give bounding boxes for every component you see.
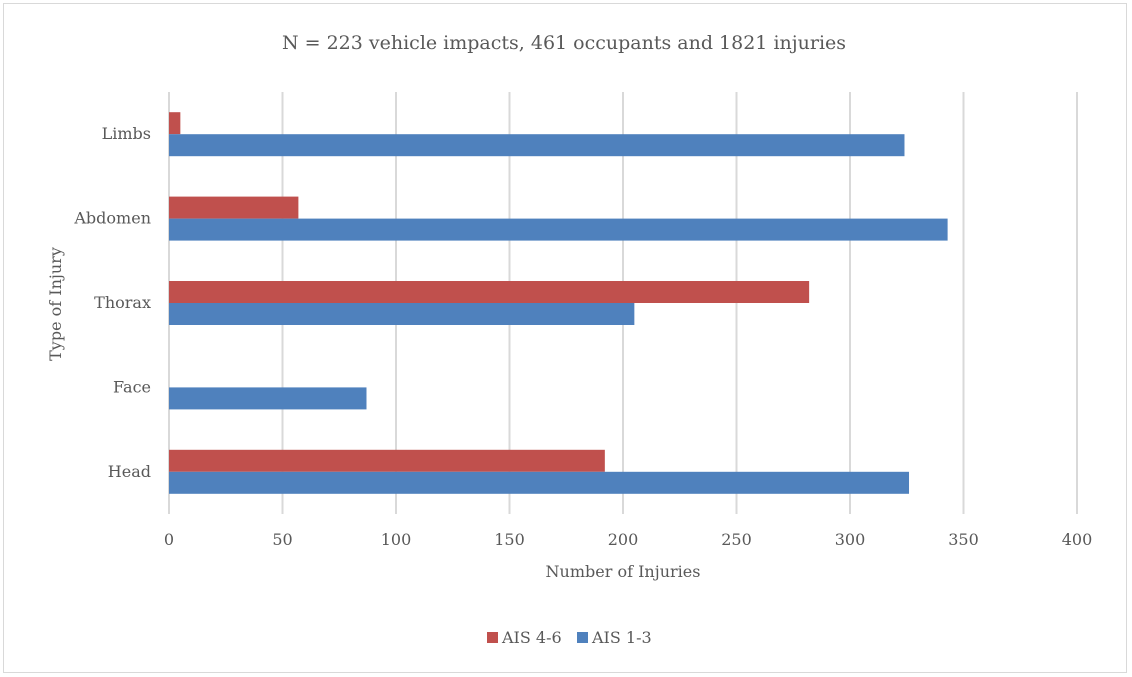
x-tick-label: 200 [608, 530, 639, 549]
x-tick-label: 0 [164, 530, 174, 549]
y-tick-label: Thorax [94, 293, 151, 312]
chart-title: N = 223 vehicle impacts, 461 occupants a… [282, 32, 846, 54]
x-tick-labels: 0 50 100 150 200 250 300 350 400 [164, 530, 1092, 549]
bar-ais-4-6 [169, 112, 181, 135]
y-tick-label: Head [108, 462, 151, 481]
bars [169, 112, 948, 494]
bar-ais-1-3 [169, 218, 948, 241]
y-tick-label: Face [113, 377, 151, 396]
y-tick-label: Limbs [102, 124, 151, 143]
legend-swatch [577, 632, 588, 643]
x-tick-label: 50 [272, 530, 292, 549]
legend-label: AIS 1-3 [591, 628, 652, 647]
chart-frame [3, 3, 1127, 673]
bar-ais-4-6 [169, 281, 810, 303]
y-tick-label: Abdomen [73, 209, 151, 228]
bar-ais-1-3 [169, 471, 910, 494]
bar-ais-4-6 [169, 449, 605, 472]
bar-ais-1-3 [169, 387, 367, 410]
x-tick-label: 400 [1062, 530, 1093, 549]
x-axis-label: Number of Injuries [546, 562, 701, 581]
bar-ais-4-6 [169, 196, 299, 219]
x-tick-label: 350 [948, 530, 979, 549]
legend: AIS 4-6 AIS 1-3 [487, 628, 652, 647]
x-tick-label: 300 [835, 530, 866, 549]
y-tick-labels: Head Face Thorax Abdomen Limbs [73, 124, 151, 481]
x-tick-label: 100 [381, 530, 412, 549]
legend-label: AIS 4-6 [501, 628, 562, 647]
x-tick-label: 250 [721, 530, 752, 549]
x-tick-label: 150 [494, 530, 525, 549]
bar-ais-1-3 [169, 134, 905, 157]
bar-ais-1-3 [169, 303, 635, 325]
y-axis-label: Type of Injury [46, 247, 65, 361]
legend-swatch [487, 632, 498, 643]
